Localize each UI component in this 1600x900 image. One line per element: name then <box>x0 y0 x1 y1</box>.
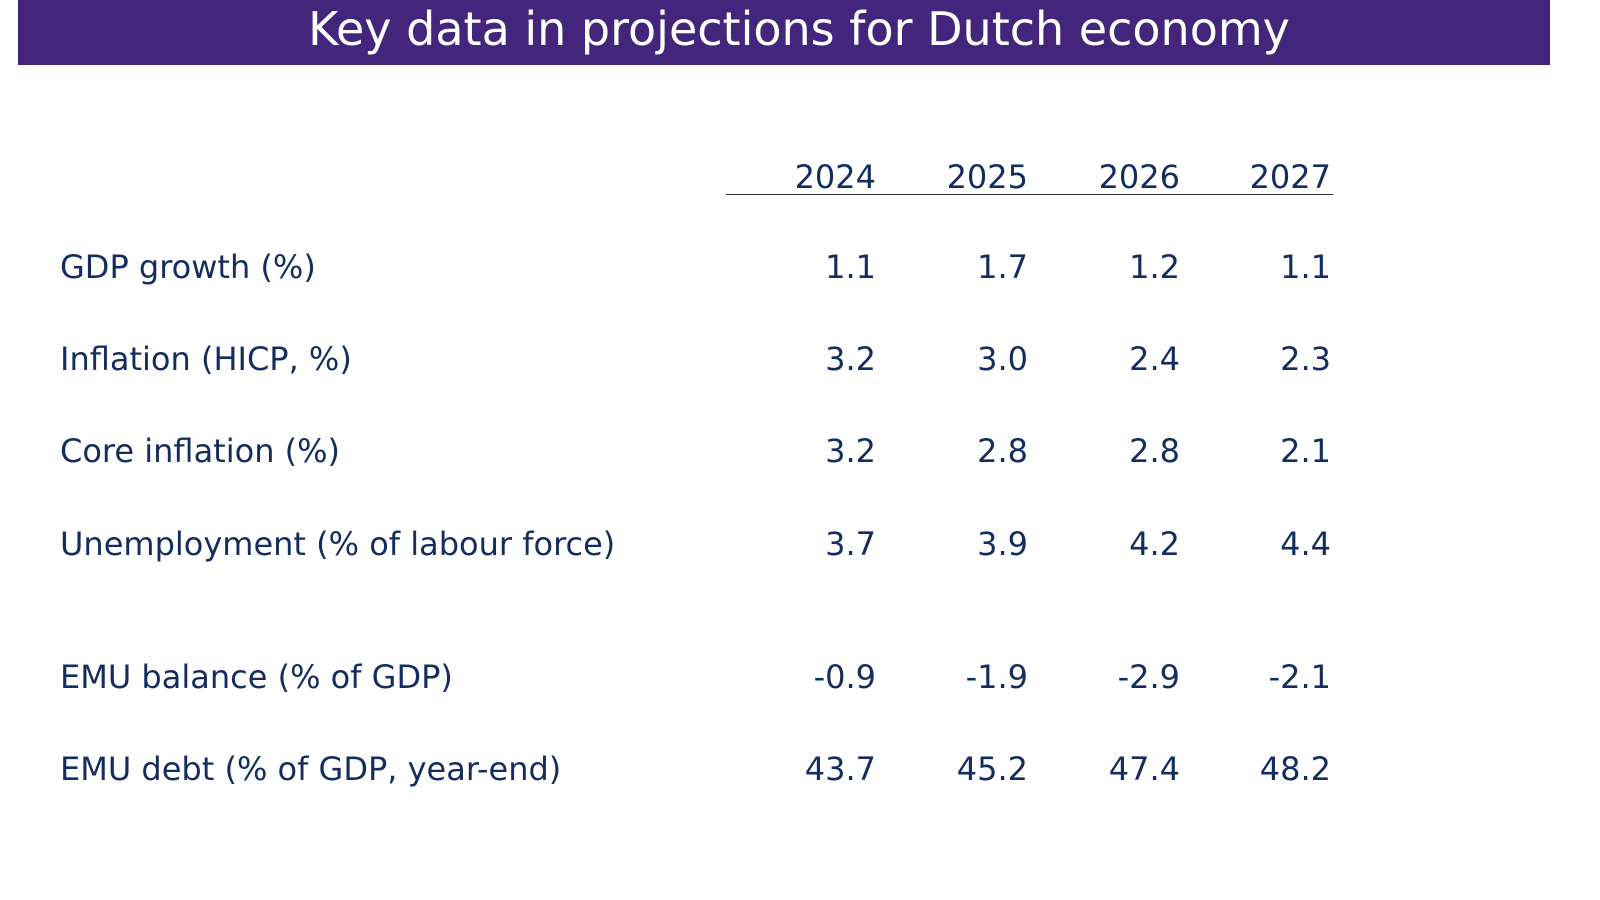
table-cell: 1.1 <box>1280 248 1331 286</box>
table-cell: 1.7 <box>977 248 1028 286</box>
table-cell: -1.9 <box>965 658 1028 696</box>
table-cell: 4.4 <box>1280 525 1331 563</box>
table-cell: 3.7 <box>825 525 876 563</box>
table-cell: 3.9 <box>977 525 1028 563</box>
table-cell: 45.2 <box>956 750 1028 788</box>
table-cell: 2.3 <box>1280 340 1331 378</box>
row-label: Core inflation (%) <box>60 432 341 470</box>
row-label: EMU debt (% of GDP, year-end) <box>60 750 562 788</box>
table-cell: 2.1 <box>1280 432 1331 470</box>
table-cell: -2.1 <box>1268 658 1331 696</box>
table-cell: 2.8 <box>977 432 1028 470</box>
table-cell: 43.7 <box>804 750 876 788</box>
table-cell: 1.2 <box>1129 248 1180 286</box>
column-header: 2027 <box>1249 158 1331 196</box>
title-bar: Key data in projections for Dutch econom… <box>18 0 1550 65</box>
row-label: Inflation (HICP, %) <box>60 340 352 378</box>
row-label: GDP growth (%) <box>60 248 316 286</box>
row-label: Unemployment (% of labour force) <box>60 525 616 563</box>
table-cell: 1.1 <box>825 248 876 286</box>
table-cell: 2.4 <box>1129 340 1180 378</box>
page-title: Key data in projections for Dutch econom… <box>308 1 1290 56</box>
table-cell: 4.2 <box>1129 525 1180 563</box>
table-cell: -0.9 <box>813 658 876 696</box>
row-label: EMU balance (% of GDP) <box>60 658 453 696</box>
header-divider <box>726 194 1333 195</box>
table-cell: 3.2 <box>825 340 876 378</box>
table-cell: -2.9 <box>1117 658 1180 696</box>
column-header: 2026 <box>1098 158 1180 196</box>
table-cell: 2.8 <box>1129 432 1180 470</box>
table-cell: 3.0 <box>977 340 1028 378</box>
column-header: 2024 <box>794 158 876 196</box>
table-cell: 3.2 <box>825 432 876 470</box>
table-cell: 47.4 <box>1108 750 1180 788</box>
column-header: 2025 <box>946 158 1028 196</box>
table-cell: 48.2 <box>1259 750 1331 788</box>
